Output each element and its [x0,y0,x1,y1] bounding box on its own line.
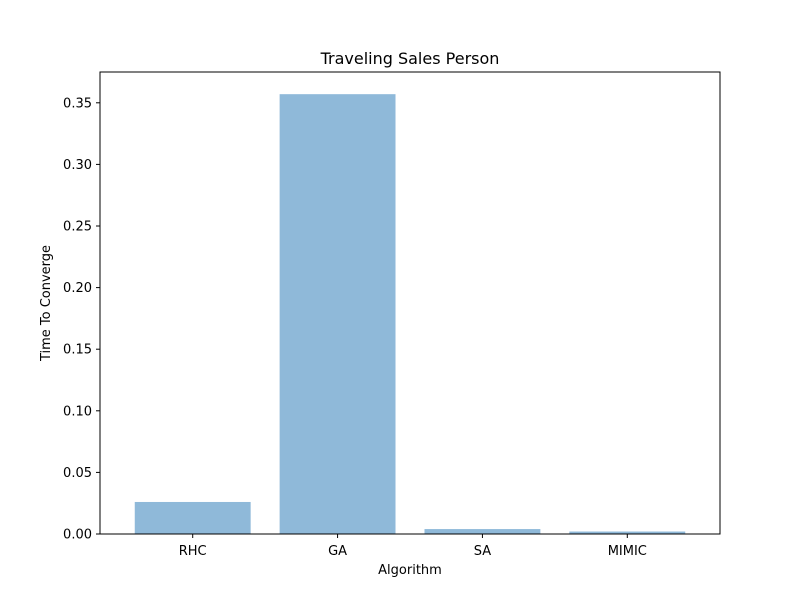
y-tick-label: 0.15 [63,343,92,358]
x-axis-title: Algorithm [378,563,442,578]
y-tick-label: 0.30 [63,158,92,173]
chart-title: Traveling Sales Person [320,49,500,68]
y-tick-label: 0.05 [63,466,92,481]
y-tick-label: 0.35 [63,96,92,111]
y-axis-title: Time To Converge [39,245,54,362]
bar-ga [279,94,396,535]
x-tick-label-rhc: RHC [179,544,207,559]
y-tick-label: 0.10 [63,404,92,419]
x-tick-label-sa: SA [474,544,491,559]
x-tick-label-mimic: MIMIC [608,544,647,559]
y-tick-label: 0.00 [63,528,92,543]
y-axis-ticks: 0.00 0.05 0.10 0.15 0.20 0.25 0.30 0.35 [63,96,100,543]
x-tick-label-ga: GA [328,544,347,559]
bars-group [134,94,686,535]
y-tick-label: 0.25 [63,220,92,235]
bar-rhc [134,501,251,534]
bar-sa [424,529,541,534]
y-tick-label: 0.20 [63,281,92,296]
plot-frame [99,71,721,535]
bar-mimic [569,531,686,534]
x-axis-ticks: RHC GA SA MIMIC [179,534,647,559]
